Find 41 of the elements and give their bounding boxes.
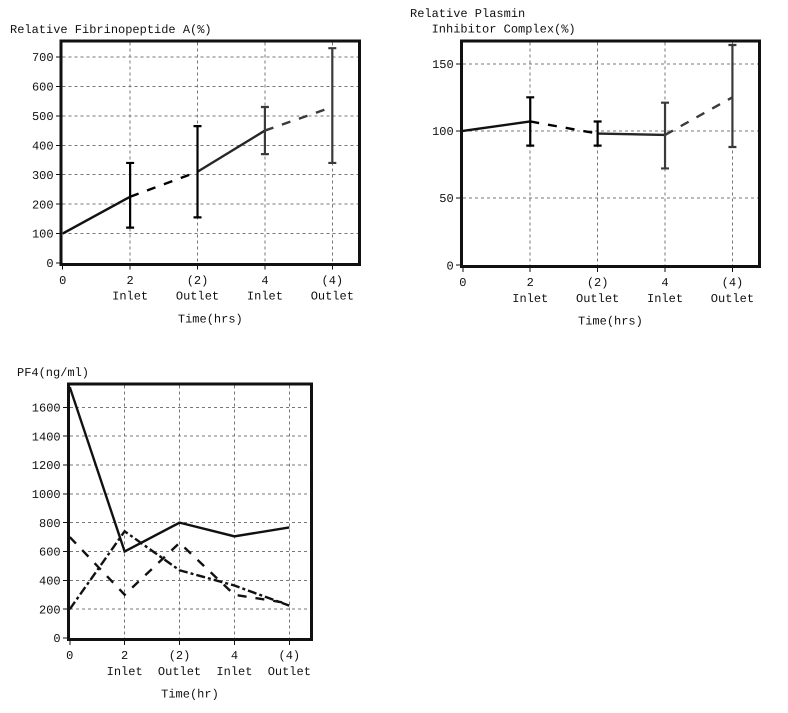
y-tick-label: 1000 <box>32 488 61 502</box>
x-tick-label: (4) Outlet <box>710 276 754 306</box>
y-tick-label: 200 <box>32 198 54 212</box>
y-tick-label: 50 <box>439 192 454 206</box>
x-tick-label: (2) Outlet <box>576 276 620 306</box>
x-tick-label: 4 Inlet <box>647 276 684 306</box>
y-tick-label: 100 <box>432 125 454 140</box>
y-tick-label: 100 <box>32 228 54 242</box>
y-axis-title: Relative Fibrinopeptide A(%) <box>10 23 212 37</box>
y-tick-label: 400 <box>39 574 61 589</box>
y-tick-label: 700 <box>32 51 54 66</box>
y-tick-label: 200 <box>39 603 61 618</box>
x-tick-label: 4 Inlet <box>246 274 283 304</box>
x-tick-label: 2 Inlet <box>112 274 148 304</box>
x-axis-title: Time(hrs) <box>178 312 243 327</box>
x-axis-title: Time(hr) <box>161 688 219 702</box>
y-axis-title: PF4(ng/ml) <box>17 366 90 380</box>
y-tick-label: 500 <box>32 110 54 124</box>
y-tick-label: 0 <box>53 632 61 646</box>
y-tick-label: 800 <box>39 516 61 531</box>
y-tick-label: 400 <box>32 139 54 154</box>
y-tick-label: 0 <box>446 259 454 274</box>
x-axis-title: Time(hrs) <box>578 314 643 329</box>
y-tick-label: 150 <box>432 58 454 72</box>
x-tick-label: (4) Outlet <box>310 274 354 304</box>
y-tick-label: 600 <box>32 80 54 95</box>
x-tick-label: (4) Outlet <box>268 649 311 679</box>
x-tick-label: 0 <box>66 649 74 664</box>
x-tick-label: (2) Outlet <box>176 274 220 304</box>
x-tick-label: 0 <box>459 276 466 290</box>
y-tick-label: 0 <box>46 257 54 272</box>
y-tick-label: 1200 <box>32 459 61 474</box>
y-axis-title: Relative Plasmin Inhibitor Complex(%) <box>410 7 576 37</box>
y-tick-label: 1600 <box>32 401 61 416</box>
x-tick-label: (2) Outlet <box>158 649 202 679</box>
x-tick-label: 4 Inlet <box>216 649 252 679</box>
x-tick-label: 2 Inlet <box>512 276 548 306</box>
y-tick-label: 1400 <box>32 430 61 444</box>
y-tick-label: 300 <box>32 168 54 183</box>
x-tick-label: 2 Inlet <box>106 649 143 679</box>
y-tick-label: 600 <box>39 546 61 560</box>
